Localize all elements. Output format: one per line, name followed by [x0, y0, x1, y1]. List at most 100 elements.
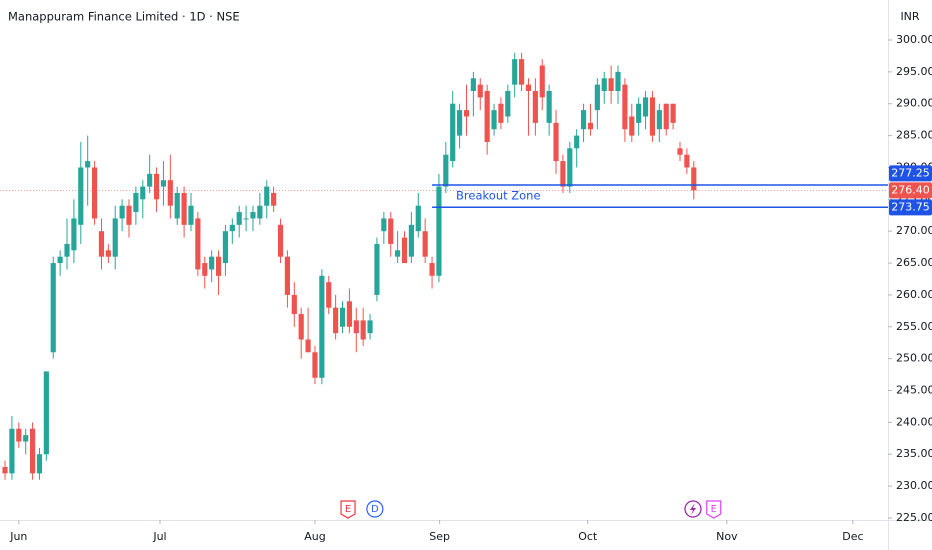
event-icon[interactable] — [684, 500, 702, 518]
candle-body — [649, 97, 656, 136]
candle-body — [181, 192, 187, 225]
candle-body — [374, 243, 380, 295]
x-tick-label: Oct — [578, 530, 598, 543]
level-price-tag-bg — [889, 165, 932, 182]
y-tick-label: 250.00 — [896, 352, 932, 365]
candle-body — [463, 110, 470, 117]
candle-body — [333, 307, 339, 334]
candle-body — [85, 161, 91, 168]
event-label: E — [345, 504, 351, 515]
candle-body — [415, 205, 421, 232]
x-tick-label: Dec — [842, 530, 863, 543]
candle-body — [436, 186, 442, 276]
y-tick-label: 255.00 — [896, 320, 932, 333]
candle-body — [484, 91, 490, 142]
candle-body — [401, 237, 408, 264]
candle-body — [298, 314, 304, 340]
last-price-tag: 276.40 — [891, 183, 930, 196]
candle-body — [560, 161, 566, 187]
candle-body — [291, 294, 297, 315]
event-badge — [706, 500, 722, 519]
event-marker[interactable]: D — [366, 500, 384, 518]
candle-body — [615, 71, 621, 91]
candle-body — [684, 154, 690, 168]
x-tick-label: Jun — [9, 530, 27, 543]
candle-body — [691, 167, 697, 191]
y-tick-label: 260.00 — [896, 288, 932, 301]
candle-body — [629, 116, 635, 136]
level-price-tag: 277.25 — [891, 166, 930, 179]
event-badge — [366, 500, 384, 518]
currency-label: INR — [900, 10, 919, 23]
candle-body — [112, 218, 118, 257]
candle-body — [346, 301, 352, 327]
candle-body — [553, 122, 559, 162]
candle-body — [277, 224, 284, 257]
candle-body — [470, 78, 476, 91]
candle-body — [126, 205, 132, 225]
y-tick-label: 235.00 — [896, 447, 932, 460]
candle-body — [215, 256, 222, 276]
candle-body — [450, 103, 456, 162]
x-tick-label: Jul — [152, 530, 166, 543]
candle-body — [147, 173, 153, 187]
candle-body — [250, 212, 256, 219]
candle-body — [422, 231, 428, 257]
candle-body — [381, 218, 387, 232]
candle-body — [408, 224, 414, 257]
candle-body — [29, 428, 36, 474]
candle-body — [388, 218, 394, 244]
candle-body — [319, 275, 325, 378]
candle-body — [525, 84, 532, 91]
candle-body — [119, 205, 125, 219]
candle-body — [594, 84, 600, 111]
candle-body — [608, 78, 614, 91]
candle-body — [512, 59, 518, 85]
candle-body — [326, 282, 332, 308]
y-tick-label: 290.00 — [896, 97, 932, 110]
last-price-tag-bg — [889, 182, 932, 199]
candle-body — [23, 435, 29, 442]
candle-body — [188, 205, 194, 225]
candle-body — [36, 454, 43, 474]
candle-body — [229, 224, 235, 232]
candle-body — [601, 78, 607, 91]
candle-body — [271, 192, 277, 206]
y-tick-label: 245.00 — [896, 384, 932, 397]
candle-body — [532, 91, 538, 123]
candle-body — [160, 180, 167, 187]
candle-body — [498, 103, 504, 123]
candle-body — [580, 110, 587, 130]
candle-body — [195, 218, 201, 270]
candle-body — [71, 218, 77, 251]
candle-body — [587, 122, 594, 130]
candle-body — [57, 256, 63, 264]
level-price-tag-bg — [889, 199, 932, 216]
candle-body — [505, 91, 511, 117]
candle-body — [395, 250, 401, 257]
candle-body — [140, 186, 146, 200]
candle-body — [2, 466, 8, 474]
candle-body — [305, 339, 311, 353]
event-label: E — [711, 504, 717, 515]
candle-body — [457, 110, 463, 136]
candle-body — [43, 371, 49, 455]
candle-body — [519, 59, 525, 85]
candle-body — [209, 256, 215, 270]
chart-title: Manappuram Finance Limited · 1D · NSE — [8, 10, 240, 24]
candle-body — [153, 173, 160, 200]
event-marker[interactable]: E — [706, 500, 722, 519]
candle-body — [622, 84, 628, 130]
candle-body — [222, 231, 229, 264]
y-tick-label: 285.00 — [896, 129, 932, 142]
candle-body — [339, 307, 346, 327]
candle-body — [98, 231, 105, 257]
candle-body — [50, 263, 56, 353]
candle-body — [236, 212, 242, 225]
candle-body — [16, 428, 22, 442]
candle-body — [105, 250, 111, 257]
event-marker[interactable]: E — [340, 500, 356, 519]
y-tick-label: 230.00 — [896, 479, 932, 492]
